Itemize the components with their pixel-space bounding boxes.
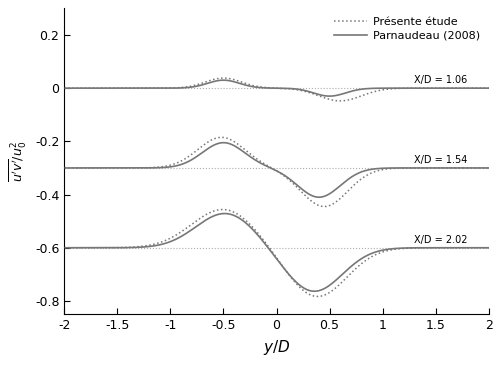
Parnaudeau (2008): [327, 94, 333, 98]
Y-axis label: $\overline{u^{\prime}v^{\prime}}/u_0^2$: $\overline{u^{\prime}v^{\prime}}/u_0^2$: [9, 141, 30, 182]
Parnaudeau (2008): [264, 86, 270, 90]
Text: X/D = 2.02: X/D = 2.02: [414, 235, 468, 245]
Présente étude: [292, 87, 298, 92]
Parnaudeau (2008): [220, 78, 226, 82]
Line: Parnaudeau (2008): Parnaudeau (2008): [64, 80, 489, 96]
Présente étude: [486, 86, 492, 90]
Parnaudeau (2008): [61, 86, 67, 90]
Parnaudeau (2008): [292, 87, 298, 91]
Parnaudeau (2008): [267, 86, 273, 90]
Présente étude: [61, 86, 67, 90]
Parnaudeau (2008): [315, 92, 321, 96]
Parnaudeau (2008): [477, 86, 483, 90]
Présente étude: [264, 85, 270, 90]
Présente étude: [220, 76, 226, 80]
Text: X/D = 1.54: X/D = 1.54: [414, 155, 468, 165]
Legend: Présente étude, Parnaudeau (2008): Présente étude, Parnaudeau (2008): [331, 14, 483, 44]
Présente étude: [411, 86, 417, 91]
Text: X/D = 1.06: X/D = 1.06: [414, 75, 468, 85]
Présente étude: [337, 99, 343, 103]
Parnaudeau (2008): [486, 86, 492, 90]
Line: Présente étude: Présente étude: [64, 78, 489, 101]
Présente étude: [477, 86, 483, 90]
Parnaudeau (2008): [411, 86, 417, 90]
X-axis label: $y/D$: $y/D$: [263, 338, 290, 357]
Présente étude: [267, 86, 273, 90]
Présente étude: [315, 93, 321, 98]
